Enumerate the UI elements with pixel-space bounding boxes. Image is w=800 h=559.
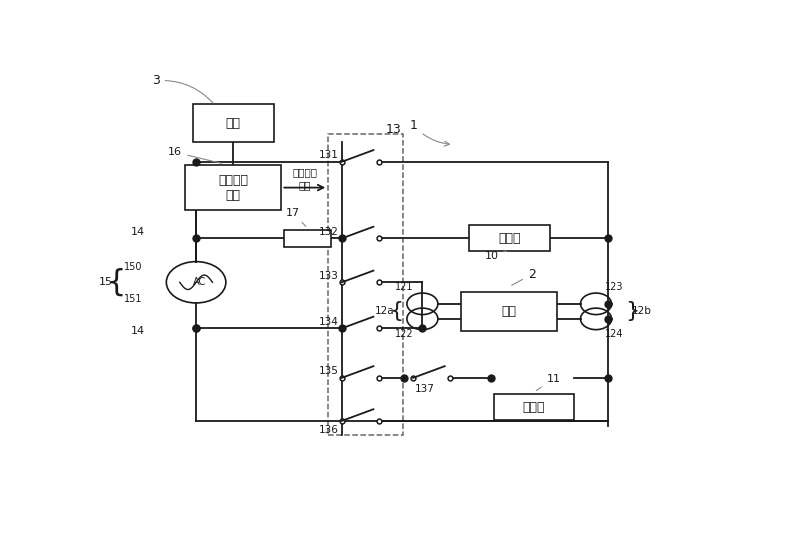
Text: 137: 137 xyxy=(415,383,435,394)
Text: 14: 14 xyxy=(131,325,145,335)
Text: AC: AC xyxy=(193,277,206,287)
Text: 14: 14 xyxy=(131,226,145,236)
Text: 13: 13 xyxy=(386,123,401,136)
Text: }: } xyxy=(625,301,639,321)
Text: 12b: 12b xyxy=(631,306,651,316)
Text: 150: 150 xyxy=(123,262,142,272)
FancyBboxPatch shape xyxy=(461,292,558,331)
Text: 10: 10 xyxy=(485,250,506,260)
FancyBboxPatch shape xyxy=(469,225,550,252)
Text: 132: 132 xyxy=(319,227,338,237)
Text: 2: 2 xyxy=(512,268,536,285)
Text: 133: 133 xyxy=(319,271,338,281)
Text: 122: 122 xyxy=(394,329,413,339)
Text: {: { xyxy=(106,268,125,297)
Text: 3: 3 xyxy=(152,74,213,103)
Text: 开关控制: 开关控制 xyxy=(292,167,318,177)
FancyBboxPatch shape xyxy=(285,230,331,247)
FancyBboxPatch shape xyxy=(494,394,574,420)
Text: 17: 17 xyxy=(286,207,306,226)
Text: 灯管: 灯管 xyxy=(502,305,517,318)
FancyBboxPatch shape xyxy=(186,165,282,210)
Text: 1: 1 xyxy=(410,120,450,146)
Text: 121: 121 xyxy=(394,282,413,292)
FancyBboxPatch shape xyxy=(193,103,274,143)
Text: {: { xyxy=(390,301,404,321)
Text: 按钔: 按钔 xyxy=(226,116,241,130)
Text: 11: 11 xyxy=(536,374,560,391)
Text: 逻辑控制
单元: 逻辑控制 单元 xyxy=(218,174,248,202)
Text: 135: 135 xyxy=(319,366,338,376)
Text: 12a: 12a xyxy=(375,306,394,316)
Text: 131: 131 xyxy=(319,150,338,160)
Text: 15: 15 xyxy=(99,277,114,287)
Text: 启辉器: 启辉器 xyxy=(522,401,546,414)
Text: 输出: 输出 xyxy=(298,180,311,190)
Text: 123: 123 xyxy=(606,282,624,292)
Text: 136: 136 xyxy=(319,424,338,434)
Text: 151: 151 xyxy=(123,293,142,304)
Bar xyxy=(328,134,402,435)
Text: 134: 134 xyxy=(319,317,338,327)
Text: 16: 16 xyxy=(168,148,222,163)
Text: 镇流器: 镇流器 xyxy=(498,232,521,245)
Text: 124: 124 xyxy=(606,329,624,339)
